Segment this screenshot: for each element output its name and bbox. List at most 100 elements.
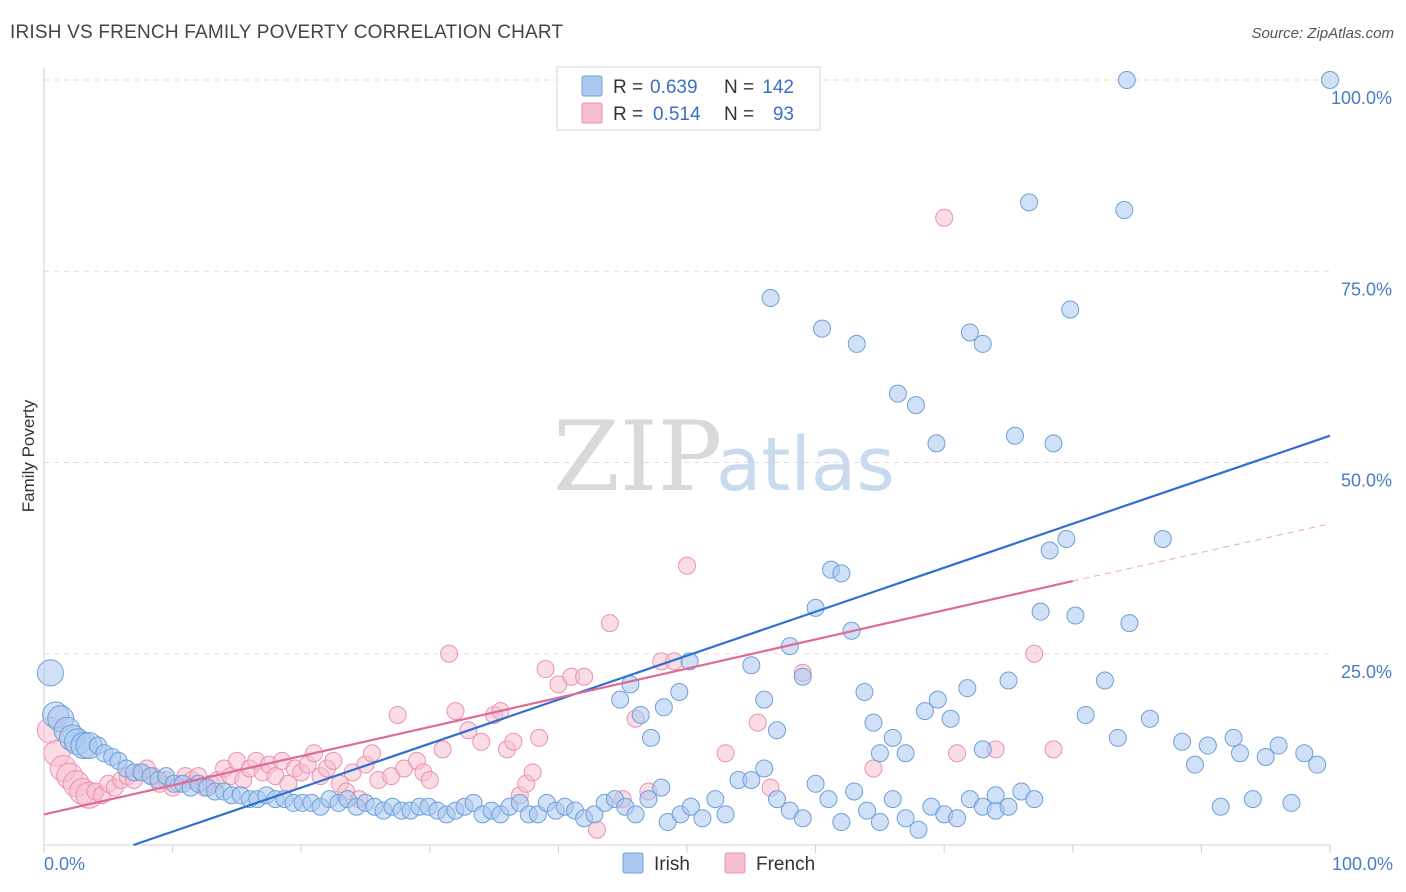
legend-r-irish: 0.639 [650,77,698,98]
irish-point [1173,732,1192,751]
irish-point [896,809,915,828]
irish-point [1066,606,1085,625]
y-tick-label: 25.0% [1341,662,1392,682]
french-point [420,770,439,789]
french-point [440,644,459,663]
irish-point [941,709,960,728]
legend-n-label-french: N = [724,104,754,125]
legend-n-label-irish: N = [724,77,754,98]
watermark-zip: ZIP [553,401,722,513]
irish-point [883,728,902,747]
irish-point [1211,797,1230,816]
legend-n-french: 93 [773,104,794,125]
irish-point [986,786,1005,805]
irish-point [1230,744,1249,763]
watermark: ZIP atlas [553,401,895,513]
irish-point [639,790,658,809]
irish-point [1282,793,1301,812]
irish-point [1005,426,1024,445]
irish-point [1057,530,1076,548]
french-point [536,660,555,679]
irish-point [1308,755,1327,774]
irish-point [973,334,992,353]
y-axis-label: Family Poverty [19,399,38,512]
irish-point [847,334,866,353]
irish-point [681,797,700,816]
irish-point [870,813,889,832]
irish-point [693,809,712,828]
irish-point [742,656,761,675]
trend-extension-french [1072,523,1331,582]
legend-r-label-french: R = [613,104,643,125]
y-tick-label: 50.0% [1341,471,1392,491]
irish-point [1061,300,1080,319]
irish-point [1076,705,1095,724]
irish-point [1025,790,1044,809]
irish-point [999,797,1018,816]
french-point [472,732,491,751]
irish-point [761,289,780,308]
irish-point [793,667,812,686]
irish-point [755,759,774,778]
trend-line-french [43,580,1074,816]
irish-point [858,801,877,820]
french-point [864,759,883,778]
series-legend: Irish French [622,852,815,875]
irish-point [1044,434,1063,453]
irish-point [864,713,883,732]
irish-point [631,705,650,724]
french-point [388,705,407,724]
irish-point [1115,201,1134,220]
legend-r-label-irish: R = [613,77,643,98]
legend-swatch-french [581,102,603,124]
irish-point [1243,790,1262,809]
irish-point [585,805,604,824]
irish-point [960,323,979,342]
bottom-legend-swatch-irish [622,852,644,874]
x-tick-label-min: 0.0% [44,854,85,874]
irish-point [1120,614,1139,633]
irish-point [928,690,947,709]
french-point [948,744,967,763]
irish-point [626,805,645,824]
irish-point [768,721,787,740]
french-point [1025,644,1044,663]
irish-point [1108,728,1127,747]
bottom-legend-swatch-french [724,852,746,874]
irish-point [927,434,946,453]
irish-point [716,805,735,824]
irish-point [742,770,761,789]
irish-point [652,778,671,797]
irish-point [1095,671,1114,690]
legend-swatch-irish [581,75,603,97]
watermark-atlas: atlas [716,422,895,508]
french-point [446,702,465,721]
french-point [748,713,767,732]
irish-point [999,671,1018,690]
bottom-legend-irish: Irish [654,854,690,875]
irish-point [1040,541,1059,560]
irish-point [948,809,967,828]
french-point [433,740,452,759]
irish-point [36,659,64,687]
irish-point [641,728,660,747]
legend-n-irish: 142 [762,77,794,98]
irish-point [1198,736,1217,755]
french-point [530,728,549,747]
irish-point [611,690,630,709]
correlation-legend: R = 0.639 N = 142 R = 0.514 N = 93 [556,66,821,131]
french-series [36,208,1063,839]
tick-labels: 25.0% 50.0% 75.0% 100.0% 0.0% 100.0% [44,88,1393,874]
french-point [678,556,696,575]
french-point [575,667,594,686]
irish-point [813,319,832,338]
irish-point [870,744,889,763]
irish-point [793,809,812,828]
irish-point [915,702,934,721]
irish-point [1140,709,1159,728]
irish-point [855,683,874,701]
french-point [362,744,381,763]
irish-point [958,679,977,698]
irish-point [654,698,673,717]
